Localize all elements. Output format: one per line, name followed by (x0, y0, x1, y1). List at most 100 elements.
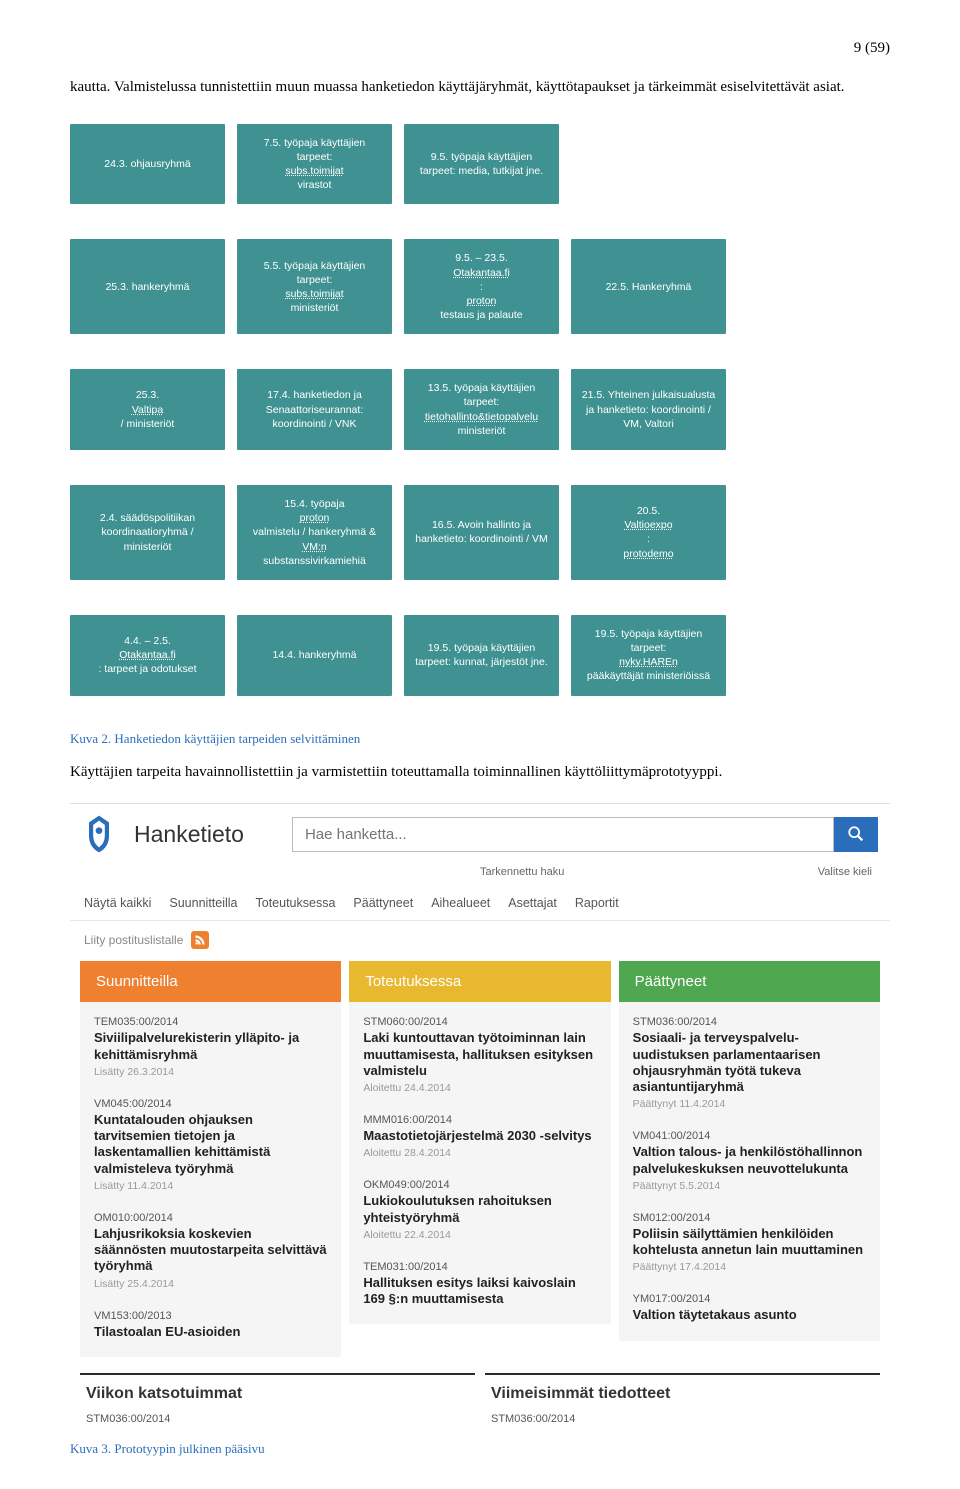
project-code: OKM049:00/2014 (363, 1179, 596, 1191)
panel-item-code[interactable]: STM036:00/2014 (80, 1413, 475, 1425)
flowchart-box: 19.5. työpaja käyttäjien tarpeet: nyky.H… (571, 615, 726, 696)
panel-title: Viimeisimmät tiedotteet (485, 1385, 880, 1403)
project-card[interactable]: TEM035:00/2014 Siviilipalvelurekisterin y… (80, 1006, 341, 1088)
project-code: YM017:00/2014 (633, 1293, 866, 1305)
project-code: STM036:00/2014 (633, 1016, 866, 1028)
project-title: Poliisin säilyttämien henkilöiden kohtel… (633, 1226, 866, 1259)
project-card[interactable]: OM010:00/2014 Lahjusrikoksia koskevien sä… (80, 1202, 341, 1300)
project-date: Päättynyt 11.4.2014 (633, 1098, 866, 1110)
page-number: 9 (59) (70, 40, 890, 57)
project-title: Lukiokoulutuksen rahoituksen yhteistyöry… (363, 1193, 596, 1226)
flowchart-box: 5.5. työpaja käyttäjien tarpeet: subs.to… (237, 239, 392, 334)
bottom-panel: Viimeisimmät tiedotteet STM036:00/2014 (485, 1373, 880, 1425)
flowchart-box: 13.5. työpaja käyttäjien tarpeet: tietoh… (404, 369, 559, 450)
nav-item[interactable]: Toteutuksessa (256, 896, 336, 910)
status-column: ToteutuksessaSTM060:00/2014Laki kuntoutt… (349, 961, 610, 1357)
status-column: Päättyneet STM036:00/2014 Sosiaali- ja ter… (619, 961, 880, 1357)
logo-emblem-icon (82, 814, 116, 854)
flowchart-box: 25.3. Valtipa / ministeriöt (70, 369, 225, 450)
column-header[interactable]: Toteutuksessa (349, 961, 610, 1002)
flowchart-box: 7.5. työpaja käyttäjien tarpeet: subs.to… (237, 124, 392, 205)
flowchart-box: 20.5. Valtioexpo: protodemo (571, 485, 726, 580)
search-icon (847, 825, 865, 843)
project-card[interactable]: VM041:00/2014 Valtion talous- ja henkilös… (619, 1120, 880, 1202)
main-nav: Näytä kaikki Suunnitteilla Toteutuksessa Pä… (70, 886, 890, 921)
nav-item[interactable]: Näytä kaikki (84, 896, 151, 910)
flowchart-box: 22.5. Hankeryhmä (571, 239, 726, 334)
project-code: TEM031:00/2014 (363, 1261, 596, 1273)
project-date: Lisätty 11.4.2014 (94, 1180, 327, 1192)
project-card[interactable]: VM045:00/2014 Kuntatalouden ohjauksen tar… (80, 1088, 341, 1202)
project-date: Aloitettu 28.4.2014 (363, 1147, 596, 1159)
project-code: SM012:00/2014 (633, 1212, 866, 1224)
project-card[interactable]: STM060:00/2014Laki kuntouttavan työtoimi… (349, 1006, 610, 1104)
mid-text: Käyttäjien tarpeita havainnollistettiin … (70, 762, 890, 784)
project-code: OM010:00/2014 (94, 1212, 327, 1224)
flowchart-box: 21.5. Yhteinen julkaisualusta ja hanketi… (571, 369, 726, 450)
project-title: Maastotietojärjestelmä 2030 -selvitys (363, 1128, 596, 1144)
project-date: Päättynyt 17.4.2014 (633, 1261, 866, 1273)
language-selector[interactable]: Valitse kieli (818, 866, 872, 878)
project-title: Valtion täytetakaus asunto (633, 1307, 866, 1323)
nav-item[interactable]: Raportit (575, 896, 619, 910)
column-header[interactable]: Päättyneet (619, 961, 880, 1002)
status-columns: Suunnitteilla TEM035:00/2014 Siviilipalvel… (70, 959, 890, 1359)
project-card[interactable]: STM036:00/2014 Sosiaali- ja terveyspalvel… (619, 1006, 880, 1120)
flowchart-box: 15.4. työpaja proton valmistelu / hanker… (237, 485, 392, 580)
project-title: Sosiaali- ja terveyspalvelu-uudistuksen … (633, 1030, 866, 1095)
flowchart-box: 25.3. hankeryhmä (70, 239, 225, 334)
project-code: VM041:00/2014 (633, 1130, 866, 1142)
flowchart-box: 4.4. – 2.5. Otakantaa.fi : tarpeet ja od… (70, 615, 225, 696)
flowchart: 24.3. ohjausryhmä7.5. työpaja käyttäjien… (70, 124, 890, 696)
status-column: Suunnitteilla TEM035:00/2014 Siviilipalvel… (80, 961, 341, 1357)
nav-item[interactable]: Aihealueet (431, 896, 490, 910)
flowchart-box: 16.5. Avoin hallinto ja hanketieto: koor… (404, 485, 559, 580)
rss-icon[interactable] (191, 931, 209, 949)
project-date: Aloitettu 22.4.2014 (363, 1229, 596, 1241)
project-card[interactable]: VM153:00/2013 Tilastoalan EU-asioiden (80, 1300, 341, 1353)
project-code: TEM035:00/2014 (94, 1016, 327, 1028)
project-title: Siviilipalvelurekisterin ylläpito- ja ke… (94, 1030, 327, 1063)
search-button[interactable] (834, 817, 878, 852)
project-title: Lahjusrikoksia koskevien säännösten muut… (94, 1226, 327, 1275)
panel-title: Viikon katsotuimmat (80, 1385, 475, 1403)
flowchart-box: 17.4. hanketiedon ja Senaattoriseurannat… (237, 369, 392, 450)
flowchart-box: 24.3. ohjausryhmä (70, 124, 225, 205)
project-title: Kuntatalouden ohjauksen tarvitsemien tie… (94, 1112, 327, 1177)
flowchart-box: 2.4. säädöspolitiikan koordinaatioryhmä … (70, 485, 225, 580)
site-title: Hanketieto (134, 821, 244, 848)
caption-figure-2: Kuva 2. Hanketiedon käyttäjien tarpeiden… (70, 731, 890, 747)
project-title: Laki kuntouttavan työtoiminnan lain muut… (363, 1030, 596, 1079)
nav-item[interactable]: Suunnitteilla (169, 896, 237, 910)
project-date: Lisätty 25.4.2014 (94, 1278, 327, 1290)
column-header[interactable]: Suunnitteilla (80, 961, 341, 1002)
project-title: Tilastoalan EU-asioiden (94, 1324, 327, 1340)
search-input[interactable] (292, 817, 834, 852)
project-code: VM153:00/2013 (94, 1310, 327, 1322)
caption-figure-3: Kuva 3. Prototyypin julkinen pääsivu (70, 1441, 890, 1457)
flowchart-box: 14.4. hankeryhmä (237, 615, 392, 696)
bottom-panel: Viikon katsotuimmat STM036:00/2014 (80, 1373, 475, 1425)
subscribe-link[interactable]: Liity postituslistalle (84, 933, 183, 947)
project-date: Aloitettu 24.4.2014 (363, 1082, 596, 1094)
project-card[interactable]: MMM016:00/2014 Maastotietojärjestelmä 203… (349, 1104, 610, 1169)
nav-item[interactable]: Päättyneet (353, 896, 413, 910)
flowchart-box: 9.5. työpaja käyttäjien tarpeet: media, … (404, 124, 559, 205)
advanced-search-link[interactable]: Tarkennettu haku (480, 866, 564, 878)
project-title: Valtion talous- ja henkilöstöhallinnon p… (633, 1144, 866, 1177)
project-card[interactable]: YM017:00/2014 Valtion täytetakaus asunto (619, 1283, 880, 1336)
project-card[interactable]: TEM031:00/2014 Hallituksen esitys laiksi … (349, 1251, 610, 1321)
flowchart-box: 19.5. työpaja käyttäjien tarpeet: kunnat… (404, 615, 559, 696)
nav-item[interactable]: Asettajat (508, 896, 557, 910)
prototype-screenshot: Hanketieto Tarkennettu haku Valitse kiel… (70, 803, 890, 1429)
project-card[interactable]: SM012:00/2014 Poliisin säilyttämien henki… (619, 1202, 880, 1284)
intro-text: kautta. Valmistelussa tunnistettiin muun… (70, 77, 890, 99)
project-title: Hallituksen esitys laiksi kaivoslain 169… (363, 1275, 596, 1308)
bottom-panels: Viikon katsotuimmatSTM036:00/2014Viimeis… (70, 1359, 890, 1429)
project-date: Lisätty 26.3.2014 (94, 1066, 327, 1078)
project-code: VM045:00/2014 (94, 1098, 327, 1110)
project-date: Päättynyt 5.5.2014 (633, 1180, 866, 1192)
panel-item-code[interactable]: STM036:00/2014 (485, 1413, 880, 1425)
project-card[interactable]: OKM049:00/2014 Lukiokoulutuksen rahoituks… (349, 1169, 610, 1251)
project-code: MMM016:00/2014 (363, 1114, 596, 1126)
